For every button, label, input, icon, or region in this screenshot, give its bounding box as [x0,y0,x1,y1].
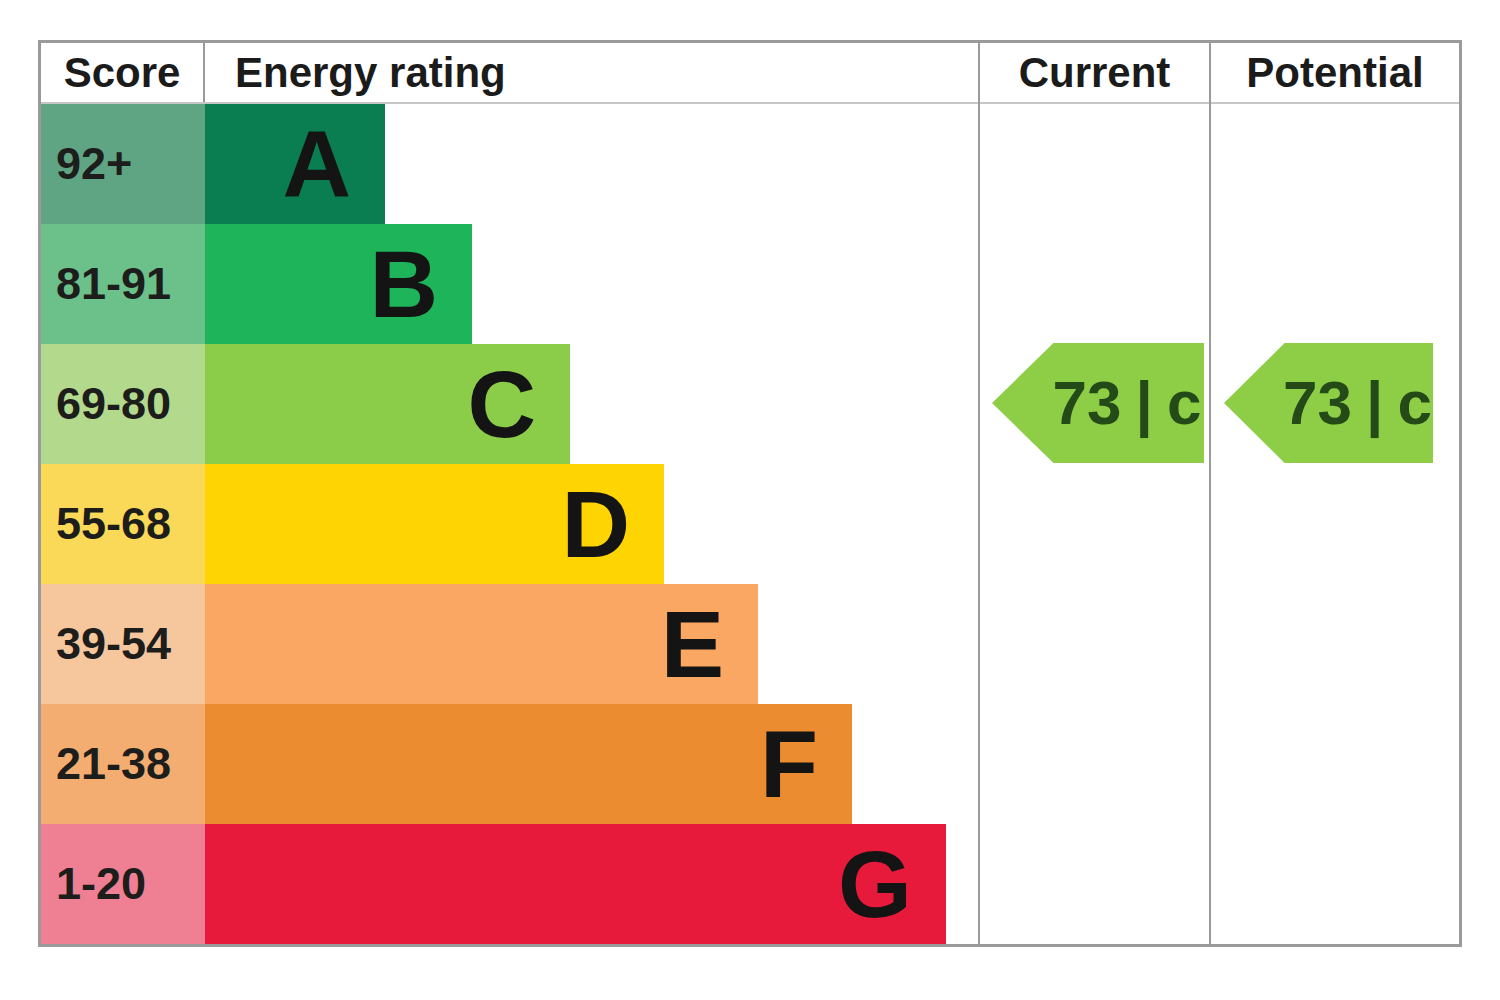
potential-column-header: Potential [1211,43,1459,104]
band-row-a: 92+ A [41,104,978,224]
band-row-b: 81-91 B [41,224,978,344]
rating-bands: 92+ A 81-91 B 69-80 C 55-68 D 39-54 E [41,104,978,944]
potential-arrow: 73 | c [1224,343,1433,463]
current-column: Current 73 | c [978,43,1209,944]
score-column-header: Score [41,43,205,102]
band-letter: E [661,597,724,692]
epc-table: Score Energy rating 92+ A 81-91 B 69-80 … [38,40,1462,947]
band-letter: F [760,717,818,812]
band-bar-a: A [205,104,385,224]
epc-rating-chart: Score Energy rating 92+ A 81-91 B 69-80 … [0,0,1500,1000]
band-score-range: 39-54 [41,584,205,704]
band-bar-b: B [205,224,472,344]
band-bar-d: D [205,464,664,584]
arrow-separator: | [1366,372,1383,434]
band-letter: B [369,237,438,332]
band-score-range: 69-80 [41,344,205,464]
band-score-range: 92+ [41,104,205,224]
rating-scale-column: Score Energy rating 92+ A 81-91 B 69-80 … [41,43,978,944]
band-row-d: 55-68 D [41,464,978,584]
energy-rating-column-header: Energy rating [205,43,978,102]
band-bar-f: F [205,704,852,824]
band-score-range: 21-38 [41,704,205,824]
scale-header-row: Score Energy rating [41,43,978,104]
current-arrow: 73 | c [992,343,1204,463]
current-column-header: Current [980,43,1209,104]
potential-column: Potential 73 | c [1209,43,1459,944]
band-score-range: 81-91 [41,224,205,344]
arrow-separator: | [1136,372,1153,434]
band-letter: A [282,117,351,212]
band-bar-e: E [205,584,758,704]
current-score: 73 [1053,372,1122,434]
band-row-f: 21-38 F [41,704,978,824]
potential-score: 73 [1283,372,1352,434]
band-row-c: 69-80 C [41,344,978,464]
band-letter: C [467,357,536,452]
band-bar-g: G [205,824,946,944]
current-grade: c [1167,372,1201,434]
band-score-range: 55-68 [41,464,205,584]
band-letter: G [838,837,912,932]
band-row-g: 1-20 G [41,824,978,944]
potential-grade: c [1397,372,1431,434]
band-row-e: 39-54 E [41,584,978,704]
band-letter: D [561,477,630,572]
band-score-range: 1-20 [41,824,205,944]
band-bar-c: C [205,344,570,464]
